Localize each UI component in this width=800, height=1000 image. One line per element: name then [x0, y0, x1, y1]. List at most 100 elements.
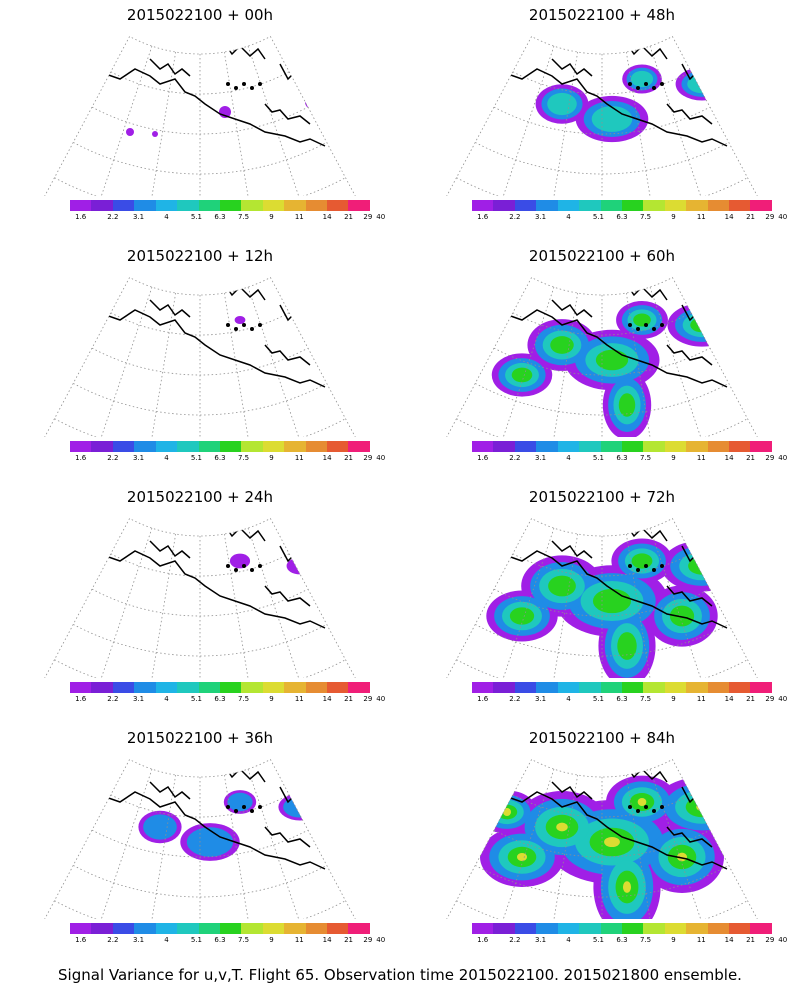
colorbar-tick-label: 9 [671, 213, 676, 221]
polar-map [444, 758, 758, 919]
colorbar-tick-label: 2.2 [509, 936, 521, 944]
colorbar-segment [70, 923, 92, 934]
colorbar-segment [600, 682, 622, 693]
colorbar-segment [707, 923, 730, 934]
colorbar-tick-label: 7.5 [639, 454, 652, 462]
colorbar-segment [327, 200, 349, 211]
forecast-panel: 2015022100 + 36h 1.6 2.2 3.1 4 5.1 6.3 7.5 9 11 14… [10, 723, 390, 966]
colorbar-segment [112, 441, 135, 452]
latlon-grid [456, 527, 748, 678]
panel-title: 2015022100 + 72h [528, 488, 676, 506]
colorbar-tick-label: 4 [164, 936, 169, 944]
colorbar-segment [134, 682, 156, 693]
colorbar-segment [70, 682, 92, 693]
colorbar-segment [198, 923, 220, 934]
panel-title: 2015022100 + 36h [126, 729, 274, 747]
variance-field [234, 316, 246, 324]
colorbar-segment [514, 441, 537, 452]
colorbar-tick-label: 1.6 [477, 695, 489, 703]
colorbar-tick-label: 6.3 [616, 213, 628, 221]
colorbar-segment [536, 200, 558, 211]
latlon-grid [54, 45, 346, 196]
colorbar-segment [177, 682, 199, 693]
colorbar-segment [536, 923, 558, 934]
colorbar-segment [579, 682, 601, 693]
colorbar-tick-label: 2.2 [107, 213, 119, 221]
colorbar [70, 200, 370, 211]
colorbar-tick-label: 14 [724, 213, 734, 221]
colorbar-tick-label: 9 [269, 454, 274, 462]
colorbar-ticks: 1.6 2.2 3.1 4 5.1 6.3 7.5 9 11 14 21 29 40 [70, 936, 385, 946]
map-frame [44, 276, 356, 437]
colorbar-tick-label: 14 [724, 936, 734, 944]
colorbar-segment [579, 923, 601, 934]
colorbar-tick-label: 4 [164, 454, 169, 462]
coastline [42, 38, 356, 147]
latlon-grid [54, 286, 346, 437]
colorbar-segment [70, 200, 92, 211]
colorbar-tick-label: 11 [696, 695, 706, 703]
colorbar-tick-label: 3.1 [132, 213, 145, 221]
colorbar-segment [729, 923, 751, 934]
colorbar [472, 200, 772, 211]
colorbar-tick-label: 9 [671, 936, 676, 944]
panel-title: 2015022100 + 84h [528, 729, 676, 747]
colorbar-segment [327, 441, 349, 452]
variance-field [138, 790, 322, 861]
colorbar-segment [241, 200, 263, 211]
colorbar-segment [557, 200, 580, 211]
colorbar-tick-label: 14 [322, 213, 332, 221]
colorbar-tick-label: 11 [696, 213, 706, 221]
colorbar-segment [241, 682, 263, 693]
colorbar-tick-label: 11 [294, 695, 304, 703]
colorbar-tick-label: 40 [376, 936, 386, 944]
colorbar-segment [70, 441, 92, 452]
colorbar-tick-label: 14 [322, 695, 332, 703]
colorbar-segment [621, 200, 644, 211]
colorbar-segment [177, 923, 199, 934]
colorbar-segment [686, 441, 708, 452]
panel-title: 2015022100 + 12h [126, 247, 274, 265]
colorbar-segment [219, 441, 242, 452]
colorbar-segment [643, 441, 665, 452]
colorbar-tick-label: 40 [778, 695, 788, 703]
colorbar-tick-label: 1.6 [477, 213, 489, 221]
colorbar-tick-label: 6.3 [616, 936, 628, 944]
colorbar-tick-label: 29 [765, 936, 775, 944]
colorbar-tick-label: 21 [344, 213, 354, 221]
colorbar-tick-label: 40 [778, 936, 788, 944]
colorbar-segment [91, 200, 113, 211]
colorbar-tick-label: 6.3 [214, 454, 226, 462]
colorbar-segment [284, 923, 306, 934]
colorbar-tick-label: 9 [671, 695, 676, 703]
latlon-grid [456, 768, 748, 919]
colorbar-tick-label: 1.6 [477, 454, 489, 462]
forecast-panel: 2015022100 + 48h 1.6 2.2 3.1 4 5.1 6.3 7.5 9 11 14… [412, 0, 792, 243]
colorbar-segment [729, 682, 751, 693]
colorbar-tick-label: 2.2 [509, 695, 521, 703]
colorbar-segment [621, 682, 644, 693]
colorbar-segment [686, 682, 708, 693]
colorbar-tick-label: 21 [344, 695, 354, 703]
latlon-grid [456, 286, 748, 437]
colorbar-segment [348, 682, 370, 693]
figure-caption: Signal Variance for u,v,T. Flight 65. Ob… [58, 966, 742, 984]
colorbar-ticks: 1.6 2.2 3.1 4 5.1 6.3 7.5 9 11 14 21 29 40 [472, 213, 787, 223]
colorbar-segment [750, 923, 772, 934]
variance-field [229, 553, 314, 575]
coastline [42, 520, 356, 629]
colorbar-segment [262, 682, 285, 693]
colorbar-tick-label: 7.5 [639, 213, 652, 221]
colorbar-segment [514, 923, 537, 934]
colorbar-segment [729, 200, 751, 211]
map-frame [44, 517, 356, 678]
polar-map [444, 517, 758, 678]
colorbar-segment [514, 200, 537, 211]
colorbar [472, 923, 772, 934]
colorbar-tick-label: 5.1 [190, 695, 202, 703]
colorbar-tick-label: 29 [765, 695, 775, 703]
colorbar-tick-label: 7.5 [639, 936, 652, 944]
colorbar-tick-label: 21 [746, 454, 756, 462]
colorbar [70, 682, 370, 693]
colorbar-tick-label: 2.2 [107, 454, 119, 462]
